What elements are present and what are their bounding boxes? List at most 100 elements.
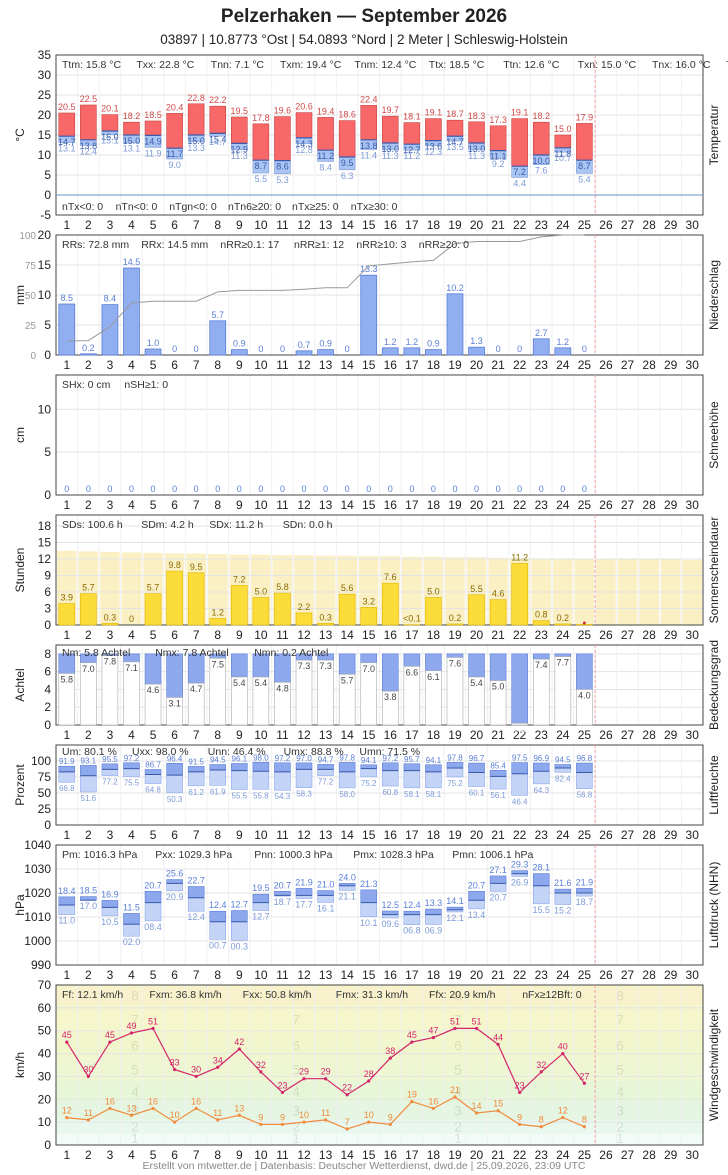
x-tick-label: 7 [193,358,200,372]
tmax-bar [468,121,485,144]
x-tick-label: 30 [686,358,700,372]
umax-bar [511,762,528,775]
sun-label: <0.1 [403,614,421,624]
sun-label: 9.8 [168,560,181,570]
tmean-label: 12.7 [403,145,421,155]
snow-label: 0 [151,484,156,494]
umin-bar [576,772,593,789]
beaufort-label: 8 [616,987,624,1003]
umax-bar [295,762,313,770]
snow-label: 0 [539,484,544,494]
clear-bar [209,658,227,726]
umax-label: 94.7 [318,755,334,764]
stat-label: Txn: 15.0 °C [578,59,637,71]
stat-label: Nmn: 0.2 Achtel [254,647,328,659]
umax-bar [576,762,593,773]
umax-bar [144,769,162,775]
tmax-bar [554,134,572,149]
y-tick-label: 0 [44,718,51,732]
x-tick-label: 2 [85,968,92,982]
stat-label: Umn: 71.5 % [359,746,420,758]
umin-bar [231,770,248,790]
tmax-bar [403,122,421,145]
umax-label: 96.4 [167,754,183,763]
wind-label-Fx: 32 [536,1060,546,1070]
umax-label: 96.9 [533,754,549,763]
wind-label-Ff: 9 [280,1112,285,1122]
wind-label-Ff: 10 [170,1110,180,1120]
tmax-label: 18.2 [532,111,550,121]
pmax-label: 16.9 [101,889,119,899]
x-tick-label: 4 [128,498,135,512]
beaufort-label: 2 [616,1119,624,1135]
umax-bar [446,762,464,769]
x-tick-label: 14 [340,728,354,742]
x-tick-label: 14 [340,1148,354,1160]
x-tick-label: 4 [128,218,135,232]
umin-label: 60.8 [382,788,398,797]
y-axis-label: Prozent [13,764,27,806]
stat-label: Tnx: 16.0 °C [652,59,711,71]
panel-title: Schneehöhe [707,401,721,469]
tmin-label: 12.3 [425,147,443,157]
umax-bar [382,762,399,771]
wind-label-Ff: 16 [428,1096,438,1106]
wind-label-Fx: 51 [472,1016,482,1026]
stat-label: nRR≥1: 12 [294,239,344,251]
wind-point-Fx [216,1065,220,1069]
x-tick-label: 24 [556,628,570,642]
umax-label: 98.0 [253,753,269,762]
beaufort-label: 8 [131,987,139,1003]
umin-bar [123,768,140,777]
tmax-bar [360,105,377,141]
pmin-label: 12.4 [187,912,205,922]
x-tick-label: 30 [686,728,700,742]
clear-bar [468,676,485,726]
clear-bar [144,683,162,726]
sun-bar [382,582,399,626]
tmin-label: 11.9 [145,148,162,158]
x-tick-label: 16 [384,628,398,642]
sun-label: 5.0 [255,587,268,597]
precip-bar [144,348,162,356]
wind-point-Fx [496,1042,500,1047]
sun-label: 0.2 [449,613,462,623]
pmin-label: 00.3 [231,941,249,951]
tmin-label: 15.1 [101,136,119,146]
x-tick-label: 15 [362,728,376,742]
pmax-label: 20.7 [144,880,162,890]
cloud-bar [403,653,421,667]
x-tick-label: 5 [150,218,157,232]
pmax-bar [382,910,399,915]
x-tick-label: 19 [448,358,462,372]
beaufort-label: 4 [616,1083,624,1099]
wind-point-Fx [86,1074,90,1079]
wind-point-Ff [173,1120,177,1124]
x-tick-label: 25 [578,218,592,232]
panel-title: Sonnenscheindauer [707,517,721,624]
pmin-bar [403,914,421,925]
tmin-label: 11.3 [231,151,248,161]
stat-label: Ff: 12.1 km/h [62,989,123,1001]
pmin-bar [166,883,183,892]
sun-label: 0 [129,614,134,624]
tmax-label: 22.5 [80,94,98,104]
wind-point-Fx [388,1056,392,1060]
stat-label: Ttm: 15.8 °C [62,59,121,71]
umin-label: 61.2 [188,788,204,797]
x-tick-label: 13 [319,968,333,982]
x-tick-label: 29 [664,968,678,982]
tmin-label: 14.7 [209,137,227,147]
cloud-label: 0.2 [513,724,526,734]
precip-bar [58,303,76,356]
x-tick-label: 20 [470,728,484,742]
wind-point-Ff [496,1109,500,1113]
x-tick-label: 23 [535,628,549,642]
pmin-bar [101,907,119,917]
plot-frame [55,984,704,1146]
tmean-label: 8.7 [255,161,268,171]
tmax-label: 19.6 [274,106,292,116]
umax-bar [187,766,205,773]
precip-label: 0 [517,344,522,354]
